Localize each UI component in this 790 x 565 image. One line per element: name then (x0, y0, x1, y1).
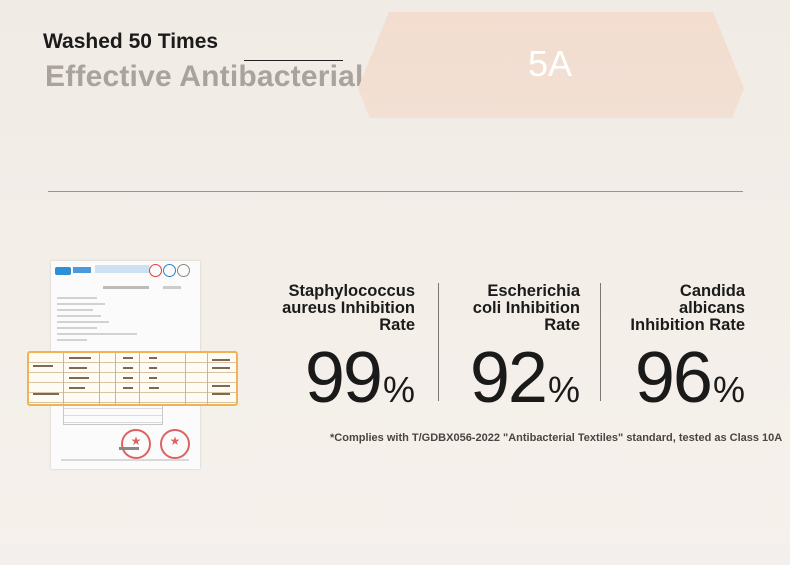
report-header-bar (95, 265, 149, 273)
section-divider (48, 191, 743, 192)
stat-label: Candida (679, 282, 745, 300)
table-column-line (139, 353, 140, 404)
stat-number: 92 (469, 338, 548, 418)
report-text-line (57, 309, 93, 311)
table-cell-text (123, 387, 133, 389)
signature-mark (119, 447, 139, 450)
table-cell-text (149, 387, 159, 389)
report-text-line (57, 303, 105, 305)
stat-value: 92% (448, 342, 580, 426)
stat-unit: % (547, 369, 580, 410)
table-cell-text (212, 385, 230, 387)
headline: Washed 50 Times (43, 30, 219, 53)
stat-value: 99% (262, 342, 415, 426)
table-cell-text (33, 365, 53, 367)
stat-separator (600, 283, 601, 401)
stat-label: Inhibition Rate (630, 316, 745, 334)
table-cell-text (69, 377, 89, 379)
table-column-line (63, 353, 64, 404)
report-footer-line (61, 459, 189, 461)
report-logo-icon (55, 267, 71, 275)
stat-label: Rate (544, 316, 580, 334)
stat-unit: % (382, 369, 415, 410)
table-column-line (115, 353, 116, 404)
report-text-line (57, 327, 97, 329)
certification-mark-icon (163, 264, 176, 277)
stat-number: 99 (304, 338, 383, 418)
stat-separator (438, 283, 439, 401)
table-cell-text (33, 393, 59, 395)
stat-label: Rate (379, 316, 415, 334)
table-cell-text (69, 387, 85, 389)
stat-value: 96% (610, 342, 745, 426)
table-cell-text (69, 357, 91, 359)
stat-label: coli Inhibition (472, 299, 580, 317)
stat-number: 96 (634, 338, 713, 418)
stat-staphylococcus: Staphylococcus aureus Inhibition Rate 99… (262, 283, 415, 426)
report-text-line (57, 333, 137, 335)
report-text-line (57, 339, 87, 341)
report-logo-mark (73, 267, 91, 273)
certification-mark-icon (149, 264, 162, 277)
table-cell-text (149, 357, 157, 359)
stat-label: Escherichia (487, 282, 580, 300)
official-seal-icon (121, 429, 151, 459)
table-cell-text (149, 377, 157, 379)
standard-footnote: *Complies with T/GDBX056-2022 "Antibacte… (330, 432, 783, 444)
report-highlight-box (27, 351, 238, 406)
headline-rule (244, 60, 343, 61)
table-cell-text (69, 367, 87, 369)
table-cell-text (212, 367, 230, 369)
table-cell-text (123, 357, 133, 359)
table-column-line (207, 353, 208, 404)
report-title-line (163, 286, 181, 289)
report-text-line (57, 315, 101, 317)
table-cell-text (123, 367, 133, 369)
report-title-line (103, 286, 149, 289)
report-text-line (57, 321, 109, 323)
stat-unit: % (712, 369, 745, 410)
subheadline: Effective Antibacterial (45, 60, 364, 93)
stat-label: aureus Inhibition (282, 299, 415, 317)
report-text-line (57, 297, 97, 299)
stat-candida: Candida albicans Inhibition Rate 96% (610, 283, 745, 426)
table-cell-text (149, 367, 157, 369)
stat-escherichia: Escherichia coli Inhibition Rate 92% (448, 283, 580, 426)
stat-label: albicans (678, 299, 745, 317)
table-cell-text (212, 359, 230, 361)
official-seal-icon (160, 429, 190, 459)
stat-label: Staphylococcus (288, 282, 415, 300)
bottom-strip (0, 545, 790, 565)
table-column-line (99, 353, 100, 404)
grade-badge-label: 5A (527, 43, 573, 84)
table-column-line (185, 353, 186, 404)
certification-mark-icon (177, 264, 190, 277)
table-cell-text (212, 393, 230, 395)
table-cell-text (123, 377, 133, 379)
grade-badge (358, 12, 744, 118)
